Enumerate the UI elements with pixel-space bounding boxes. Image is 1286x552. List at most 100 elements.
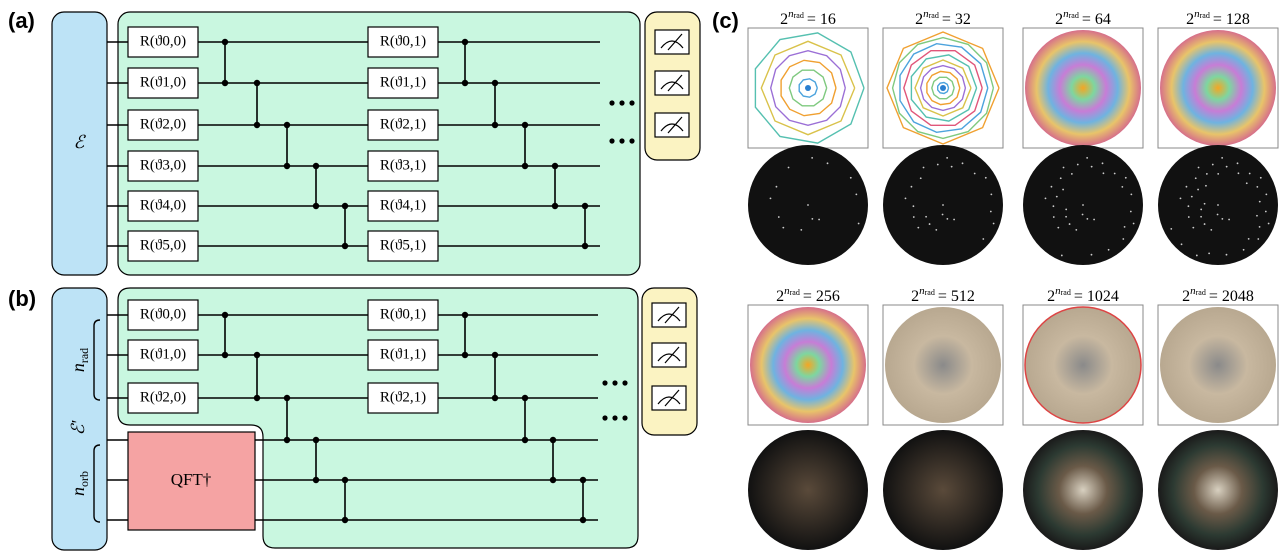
speck [1091,166,1093,168]
control-dot [550,477,556,483]
speck [1238,172,1240,174]
control-dot [254,352,260,358]
figure: (a)ℰR(ϑ0,0)R(ϑ1,0)R(ϑ2,0)R(ϑ3,0)R(ϑ4,0)R… [0,0,1286,552]
speck [1181,243,1183,245]
speck [913,216,915,218]
speck [1256,215,1258,217]
speck [911,186,913,188]
control-dot [222,352,228,358]
speck [782,227,784,229]
speck [811,157,813,159]
speck [1268,223,1270,225]
gate-label: R(ϑ5,0) [140,237,186,253]
speck [946,218,948,220]
speck [1057,227,1059,229]
caption-part: = 512 [938,288,975,305]
control-dot [284,163,290,169]
speck [1130,193,1132,195]
caption-part: = 32 [942,11,971,28]
control-dot [462,80,468,86]
caption-part: 2 [1182,288,1190,305]
control-dot [284,122,290,128]
speck [982,238,984,240]
caption-part: rad [794,11,804,20]
caption-part: 2 [776,288,784,305]
control-dot [254,80,260,86]
ellipsis-dot [602,380,607,385]
pattern [1160,307,1276,423]
control-dot [222,80,228,86]
center [940,85,946,91]
caption-part: rad [929,11,939,20]
gate-label: R(ϑ0,0) [140,306,186,322]
speck [1103,172,1105,174]
control-dot [582,243,588,249]
measurement [655,113,689,137]
speck [811,218,813,220]
ellipsis-dot [622,415,627,420]
control-dot [313,203,319,209]
speck [850,177,852,179]
register-sub: orb [77,471,91,487]
caption: 2nrad= 1024 [1047,285,1119,305]
reconstruction [1158,430,1278,550]
caption-part: = 128 [1213,11,1250,28]
speck [951,166,953,168]
gate-label: R(ϑ1,1) [380,74,426,90]
reconstruction [748,430,868,550]
speck [1198,167,1200,169]
speck [1200,209,1202,211]
qft-label: QFT† [171,470,212,489]
gate-label: R(ϑ4,0) [140,197,186,213]
pattern [885,307,1001,423]
register-symbol: n [68,487,88,496]
speck [1077,164,1079,166]
caption-part: 2 [1055,11,1063,28]
speck [905,197,907,199]
speck [1082,214,1084,216]
speck [1124,226,1126,228]
speck [1051,186,1053,188]
control-dot [492,80,498,86]
caption-part: rad [1061,288,1071,297]
speck [917,227,919,229]
speck [1060,177,1062,179]
speck [935,229,937,231]
measurement [652,343,686,367]
speck [1226,166,1228,168]
speck [1217,173,1219,175]
speck [942,204,944,206]
speck [1208,252,1210,254]
control-dot [522,437,528,443]
speck [1259,226,1261,228]
measurement [652,386,686,410]
speck [953,219,955,221]
caption-part: rad [1196,288,1206,297]
speck [1260,177,1262,179]
speck [1062,189,1064,191]
speck [1243,249,1245,251]
speck [1217,204,1219,206]
gate-label: R(ϑ0,0) [140,33,186,49]
control-dot [552,163,558,169]
speck [1257,238,1259,240]
speck [993,223,995,225]
encoder-box [52,288,107,550]
control-dot [284,437,290,443]
ellipsis-dot [612,415,617,420]
panels: (a)ℰR(ϑ0,0)R(ϑ1,0)R(ϑ2,0)R(ϑ3,0)R(ϑ4,0)R… [8,8,1278,550]
control-dot [550,437,556,443]
speck [1061,255,1063,257]
caption: 2nrad= 512 [911,285,975,305]
control-dot [342,203,348,209]
ellipsis-dot [612,380,617,385]
speck [1093,219,1095,221]
speck [937,164,939,166]
gate-label: R(ϑ0,1) [380,306,426,322]
caption-part: 2 [915,11,923,28]
caption: 2nrad= 128 [1186,8,1250,28]
reconstruction [1023,430,1143,550]
speck [818,219,820,221]
speck [807,204,809,206]
ellipsis-dot [609,138,614,143]
